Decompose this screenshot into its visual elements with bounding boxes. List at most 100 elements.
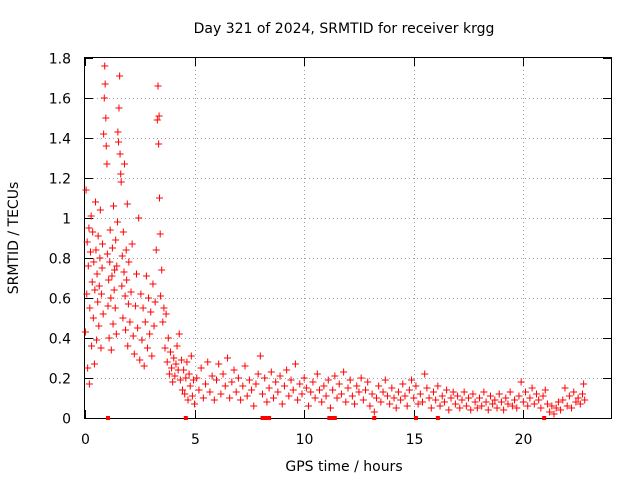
data-point	[123, 276, 131, 284]
data-point	[226, 394, 234, 402]
data-point	[401, 392, 409, 400]
data-point	[517, 378, 525, 386]
data-point	[118, 252, 126, 260]
data-point	[574, 394, 582, 402]
data-point	[100, 130, 108, 138]
data-point	[107, 294, 115, 302]
data-point	[111, 266, 119, 274]
data-point	[204, 358, 212, 366]
data-point	[88, 342, 96, 350]
data-point	[568, 404, 576, 412]
data-point	[532, 390, 540, 398]
data-point	[155, 112, 163, 120]
data-point	[121, 292, 129, 300]
axis-marker	[264, 416, 269, 420]
data-point	[137, 290, 145, 298]
data-point	[511, 396, 519, 404]
data-point	[274, 388, 282, 396]
data-point	[340, 368, 348, 376]
data-point	[423, 384, 431, 392]
data-point	[524, 402, 532, 410]
data-point	[324, 376, 332, 384]
data-point	[94, 232, 102, 240]
data-point	[298, 390, 306, 398]
data-point	[410, 394, 418, 402]
data-point	[419, 398, 427, 406]
axis-marker	[332, 416, 337, 420]
data-point	[120, 268, 128, 276]
data-point	[165, 370, 173, 378]
data-point	[581, 396, 589, 404]
data-point	[386, 400, 394, 408]
data-point	[489, 400, 497, 408]
data-point	[397, 396, 405, 404]
data-point	[143, 344, 151, 352]
data-point	[102, 142, 110, 150]
data-point	[445, 406, 453, 414]
data-point	[116, 72, 124, 80]
data-point	[478, 402, 486, 410]
data-point	[83, 290, 91, 298]
data-point	[261, 374, 269, 382]
data-point	[180, 366, 188, 374]
data-point	[157, 292, 165, 300]
y-tick-label: 0.2	[49, 372, 71, 388]
data-point	[160, 304, 168, 312]
data-point	[467, 406, 475, 414]
data-point	[113, 262, 121, 270]
data-point	[506, 388, 514, 396]
data-point	[182, 374, 190, 382]
data-point	[552, 404, 560, 412]
data-point	[117, 170, 125, 178]
x-tick-label: 5	[191, 432, 200, 448]
data-point	[93, 270, 101, 278]
data-point	[87, 212, 95, 220]
data-point	[230, 366, 238, 374]
data-point	[241, 362, 249, 370]
chart-title: Day 321 of 2024, SRMTID for receiver krg…	[194, 21, 495, 37]
data-point	[383, 392, 391, 400]
data-point	[141, 318, 149, 326]
data-point	[329, 386, 337, 394]
data-point	[285, 392, 293, 400]
data-point	[232, 388, 240, 396]
data-point	[305, 402, 313, 410]
data-point	[539, 392, 547, 400]
data-point	[97, 344, 105, 352]
data-point	[179, 386, 187, 394]
data-point	[149, 280, 157, 288]
data-point	[166, 348, 174, 356]
data-point	[530, 400, 538, 408]
data-point	[171, 372, 179, 380]
data-point	[114, 128, 122, 136]
data-point	[405, 386, 413, 394]
axis-marker	[542, 416, 547, 420]
data-point	[99, 240, 107, 248]
data-point	[100, 94, 108, 102]
data-point	[95, 322, 103, 330]
data-point	[502, 394, 510, 402]
data-point	[493, 404, 501, 412]
data-point	[191, 400, 199, 408]
x-tick-label: 20	[515, 432, 533, 448]
data-point	[394, 388, 402, 396]
data-point	[469, 390, 477, 398]
data-point	[307, 388, 315, 396]
data-point	[125, 258, 133, 266]
data-point	[311, 394, 319, 402]
data-point	[122, 326, 130, 334]
data-point	[124, 300, 132, 308]
data-point	[508, 402, 516, 410]
data-point	[476, 394, 483, 402]
data-point	[351, 400, 359, 408]
data-point	[366, 402, 374, 410]
data-point	[318, 398, 326, 406]
data-point	[97, 290, 105, 298]
y-axis-label: SRMTID / TECUs	[6, 182, 22, 295]
data-point	[300, 374, 308, 382]
data-point	[130, 350, 138, 358]
data-point	[250, 402, 258, 410]
ticks: 0 0.2 0.4 0.6 0.8 1 1.2 1.4 1.6 1.8 0 5 10 15 20	[49, 52, 611, 448]
data-point	[91, 286, 99, 294]
data-point	[541, 386, 549, 394]
